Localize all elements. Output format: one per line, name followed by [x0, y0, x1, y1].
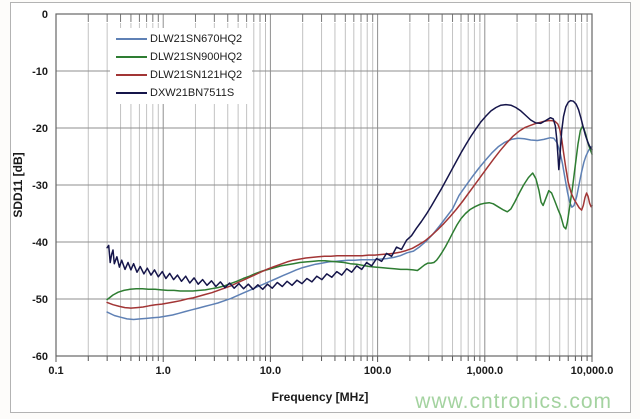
x-tick-label: 100.0 [364, 365, 392, 377]
y-tick-label: -50 [32, 294, 48, 306]
x-axis-title: Frequency [MHz] [272, 390, 369, 404]
legend-line-swatch [116, 56, 147, 58]
legend-label: DXW21BN7511S [150, 87, 235, 99]
x-tick-label: 10,000.0 [571, 365, 614, 377]
watermark: www.cntronics.com [415, 390, 612, 413]
legend-item: DLW21SN900HQ2 [116, 48, 242, 66]
x-tick-label: 1,000.0 [466, 365, 503, 377]
legend-label: DLW21SN900HQ2 [150, 51, 243, 63]
y-axis-title: SDD11 [dB] [11, 152, 25, 217]
y-tick-label: -20 [32, 123, 48, 135]
legend-item: DLW21SN121HQ2 [116, 66, 242, 84]
ticks-layer [55, 13, 593, 362]
y-tick-label: -30 [32, 180, 48, 192]
series-line-DLW21SN900HQ2 [106, 126, 593, 301]
legend-label: DLW21SN670HQ2 [150, 33, 243, 45]
y-tick-label: -40 [32, 237, 48, 249]
x-tick-label: 0.1 [48, 365, 63, 377]
y-tick-label: -60 [32, 351, 48, 363]
y-tick-label: 0 [42, 9, 48, 21]
series-layer [106, 99, 593, 321]
legend-label: DLW21SN121HQ2 [150, 69, 243, 81]
x-tick-label: 10.0 [260, 365, 281, 377]
legend-line-swatch [116, 74, 147, 76]
legend-line-swatch [116, 92, 147, 94]
legend: DLW21SN670HQ2 DLW21SN900HQ2 DLW21SN121HQ2 D… [110, 28, 253, 104]
legend-item: DLW21SN670HQ2 [116, 30, 242, 48]
series-line-DXW21BN7511S [106, 99, 593, 291]
y-tick-label: -10 [32, 66, 48, 78]
legend-item: DXW21BN7511S [116, 84, 242, 102]
labels-layer: 0.1 1.0 10.0 100.0 1,000.0 10,000.0 0 -10 -20 -30… [32, 9, 613, 377]
x-tick-label: 1.0 [156, 365, 171, 377]
legend-line-swatch [116, 38, 147, 40]
